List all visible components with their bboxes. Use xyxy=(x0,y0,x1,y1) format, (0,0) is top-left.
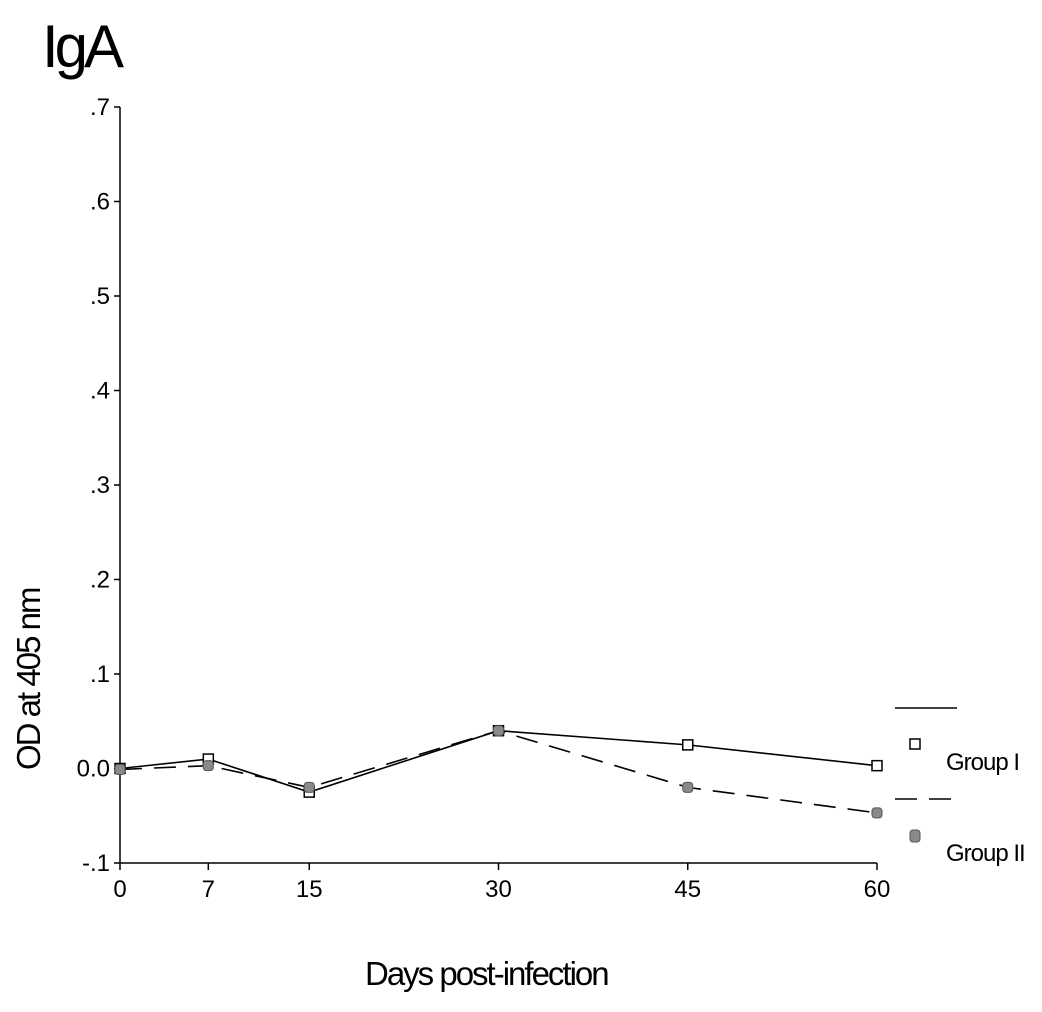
legend-label-series-2: Group II xyxy=(946,840,1025,867)
axes xyxy=(119,107,877,864)
y-tick-label: .2 xyxy=(90,567,110,594)
data-point-series-2 xyxy=(303,781,315,793)
x-tick-label: 30 xyxy=(485,876,512,903)
data-point-series-2 xyxy=(682,781,694,793)
data-point-series-1 xyxy=(682,739,694,751)
data-point-series-2 xyxy=(493,725,504,737)
y-ticks: -.1 0.0 .1 .2 .3 .4 .5 .6 .7 xyxy=(77,94,120,877)
data-point-series-2 xyxy=(202,760,214,772)
data-point-series-2 xyxy=(114,763,126,775)
data-point-series-2 xyxy=(871,807,883,819)
data-point-series-1 xyxy=(871,759,883,772)
y-axis-label: OD at 405 nm xyxy=(10,588,47,770)
y-tick-label: .1 xyxy=(90,661,110,688)
series-lines xyxy=(119,729,878,814)
series-markers xyxy=(114,724,883,819)
y-tick-label: .4 xyxy=(90,378,110,405)
y-tick-label: .6 xyxy=(90,189,110,216)
y-tick-label: -.1 xyxy=(82,850,110,877)
y-tick-label: 0.0 xyxy=(77,756,110,783)
x-tick-label: 7 xyxy=(202,876,215,903)
series-line-2 xyxy=(119,729,878,814)
legend: Group I Group II xyxy=(895,707,1026,867)
y-tick-label: .7 xyxy=(90,94,110,121)
x-tick-label: 45 xyxy=(674,876,701,903)
chart-title: IgA xyxy=(42,13,124,80)
legend-marker-series-1 xyxy=(909,738,921,750)
x-tick-label: 60 xyxy=(864,876,891,903)
legend-label-series-1: Group I xyxy=(946,749,1019,776)
x-ticks: 0 7 15 30 45 60 xyxy=(113,863,890,903)
series-line-1 xyxy=(119,729,878,793)
y-tick-label: .5 xyxy=(90,283,110,310)
x-tick-label: 15 xyxy=(296,876,323,903)
x-axis-label: Days post-infection xyxy=(365,955,610,992)
y-tick-label: .3 xyxy=(90,472,110,499)
legend-marker-series-2 xyxy=(909,829,921,843)
x-tick-label: 0 xyxy=(113,876,126,903)
